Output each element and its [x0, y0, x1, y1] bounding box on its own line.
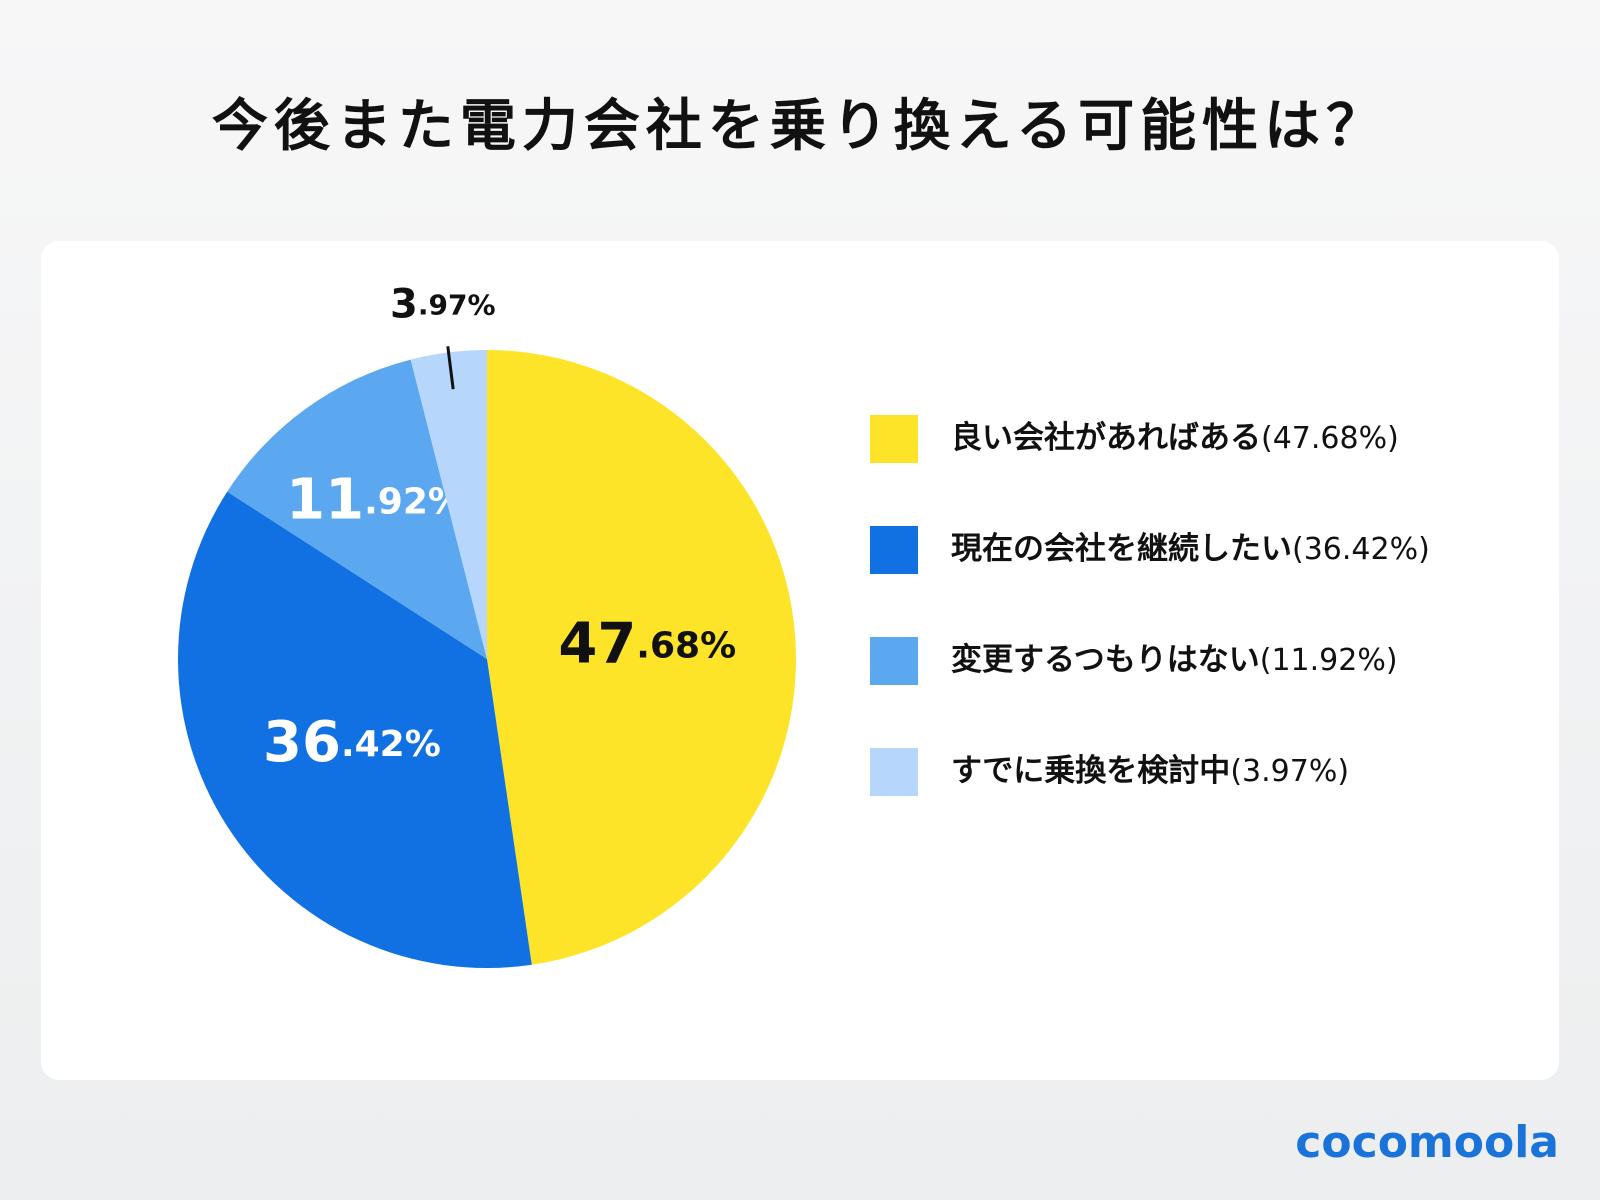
legend-label: すでに乗換を検討中 — [951, 753, 1230, 789]
pie-slice — [227, 359, 488, 659]
legend-swatch — [870, 637, 918, 685]
legend-label: 良い会社があればある — [951, 420, 1261, 456]
legend-entry: 現在の会社を継続したい(36.42%) — [951, 531, 1430, 567]
brand-logo: cocomoola — [1295, 1117, 1559, 1168]
data-label: 3.97% — [390, 281, 496, 327]
legend-entry: すでに乗換を検討中(3.97%) — [951, 753, 1349, 789]
legend-swatch — [870, 526, 918, 574]
legend-entry: 変更するつもりはない(11.92%) — [951, 642, 1398, 678]
legend-label: 変更するつもりはない — [951, 642, 1260, 678]
legend-value: (36.42%) — [1292, 532, 1430, 567]
pie-slice — [487, 350, 796, 965]
legend-swatch — [870, 748, 918, 796]
legend-value: (47.68%) — [1261, 421, 1399, 456]
pie-slice — [177, 491, 532, 968]
legend-value: (3.97%) — [1230, 754, 1349, 789]
legend-swatch — [870, 415, 918, 463]
data-label: 36.42% — [263, 710, 441, 775]
leader-line — [446, 346, 455, 390]
pie-slice — [410, 350, 487, 659]
data-label: 47.68% — [558, 611, 736, 676]
legend-entry: 良い会社があればある(47.68%) — [951, 420, 1399, 456]
legend-value: (11.92%) — [1260, 643, 1398, 678]
legend-label: 現在の会社を継続したい — [951, 531, 1292, 567]
chart-title: 今後また電力会社を乗り換える可能性は？ — [212, 94, 1388, 159]
